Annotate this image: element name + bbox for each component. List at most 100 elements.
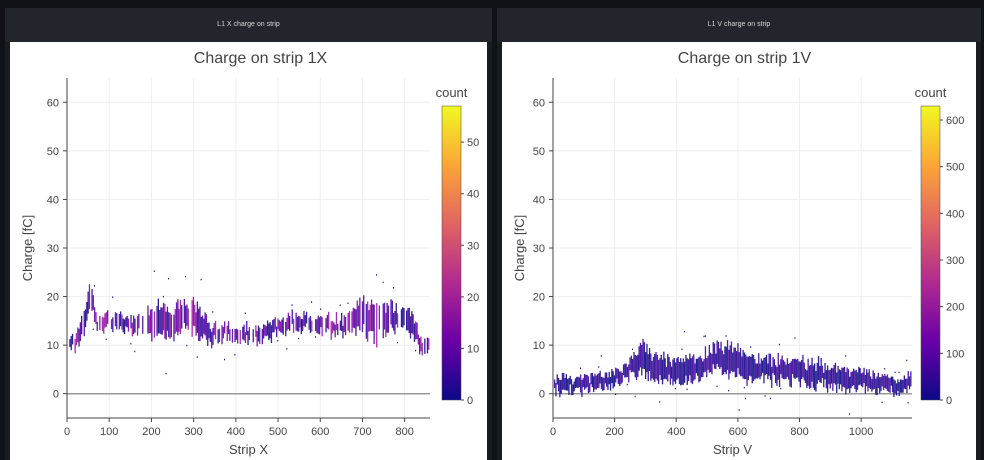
heatmap-cell: [629, 357, 631, 371]
heatmap-cell: [316, 319, 318, 333]
heatmap-cell: [321, 317, 323, 337]
colorbar-tick-label: 600: [946, 115, 964, 127]
heatmap-cell: [843, 366, 846, 388]
heatmap-cell: [654, 354, 656, 382]
heatmap-cell: [568, 378, 570, 395]
y-tick-label: 30: [47, 243, 59, 255]
heatmap-cell: [315, 319, 317, 331]
heatmap-cell: [174, 309, 176, 334]
heatmap-cell: [789, 363, 791, 387]
heatmap-cell: [759, 363, 761, 380]
heatmap-cell: [590, 373, 592, 385]
heatmap-cell: [833, 364, 835, 384]
heatmap-cell: [716, 340, 718, 364]
heatmap-cell: [889, 378, 891, 393]
colorbar-tick-label: 100: [946, 348, 964, 360]
heatmap-cell: [698, 357, 700, 383]
heatmap-cell: [107, 310, 109, 324]
heatmap-cell: [126, 316, 128, 328]
x-tick-label: 400: [667, 426, 685, 438]
heatmap-cell: [339, 320, 341, 331]
heatmap-cell: [383, 302, 386, 330]
heatmap-cell: [608, 371, 610, 385]
heatmap-cell: [185, 275, 186, 278]
heatmap-strip-v: Charge on strip 1V0 200 400 600 800 100001020…: [512, 50, 964, 457]
heatmap-cell: [725, 335, 727, 337]
heatmap-cell: [257, 325, 260, 342]
panel-title: L1 V charge on strip: [497, 8, 981, 42]
heatmap-cell: [850, 372, 852, 389]
heatmap-cell: [261, 329, 263, 345]
heatmap-cell: [778, 343, 780, 346]
heatmap-cell: [626, 366, 629, 377]
heatmap-cell: [298, 315, 300, 332]
y-tick-label: 10: [533, 340, 545, 352]
heatmap-cell: [807, 358, 809, 386]
heatmap-cell: [894, 371, 896, 374]
heatmap-cell: [604, 372, 606, 384]
y-tick-label: 40: [533, 194, 545, 206]
heatmap-cell: [704, 346, 707, 372]
heatmap-cell: [367, 301, 369, 342]
heatmap-cell: [409, 316, 412, 339]
y-tick-label: 50: [533, 146, 545, 158]
heatmap-cell: [572, 384, 574, 395]
colorbar: [441, 105, 462, 401]
heatmap-cell: [710, 352, 712, 373]
heatmap-cell: [130, 342, 132, 345]
heatmap-cell: [873, 373, 876, 389]
heatmap-cell: [279, 321, 282, 333]
heatmap-cell: [749, 355, 751, 376]
x-tick-label: 200: [605, 426, 623, 438]
heatmap-cell: [217, 329, 219, 344]
y-tick-label: 20: [47, 292, 59, 304]
heatmap-cell: [820, 358, 822, 383]
heatmap-cell: [311, 320, 313, 332]
heatmap-cell: [621, 372, 623, 383]
heatmap-cell: [352, 307, 354, 328]
heatmap-cell: [333, 322, 335, 331]
heatmap-cell: [226, 325, 228, 341]
heatmap-cell: [778, 364, 781, 387]
heatmap-cell: [235, 328, 237, 340]
heatmap-cell: [343, 315, 345, 332]
heatmap-cell: [149, 309, 152, 334]
heatmap-cell: [420, 336, 422, 352]
heatmap-cell: [265, 326, 267, 337]
heatmap-cell: [908, 376, 911, 390]
heatmap-cell: [660, 355, 662, 380]
heatmap-cell: [811, 357, 813, 382]
heatmap-cell: [764, 357, 766, 376]
x-tick-label: 500: [269, 426, 287, 438]
heatmap-cell: [583, 374, 586, 390]
heatmap-cell: [196, 356, 198, 358]
heatmap-cell: [794, 337, 796, 339]
heatmap-cell: [586, 374, 588, 388]
heatmap-cell: [387, 305, 390, 333]
heatmap-cell: [99, 316, 101, 330]
heatmap-cell: [840, 370, 842, 385]
heatmap-cell: [877, 372, 879, 389]
heatmap-cell: [903, 375, 905, 389]
heatmap-cell: [252, 329, 254, 343]
heatmap-cell: [246, 321, 248, 336]
heatmap-cell: [885, 376, 887, 389]
heatmap-cell: [803, 362, 805, 381]
heatmap-cell: [681, 362, 683, 385]
colorbar-tick-label: 400: [946, 208, 964, 220]
colorbar-tick-label: 500: [946, 162, 964, 174]
heatmap-cell: [853, 368, 855, 386]
heatmap-cell: [898, 371, 900, 374]
colorbar-tick-label: 300: [946, 255, 964, 267]
heatmap-cell: [720, 341, 722, 368]
heatmap-cell: [589, 383, 591, 393]
heatmap-cell: [620, 371, 622, 385]
heatmap-cell: [695, 358, 697, 374]
heatmap-cell: [842, 367, 844, 387]
heatmap-cell: [871, 379, 873, 392]
heatmap-cell: [764, 395, 766, 397]
heatmap-cell: [186, 344, 188, 347]
heatmap-cell: [750, 346, 752, 348]
heatmap-cell: [291, 309, 293, 324]
heatmap-cell: [845, 355, 847, 357]
